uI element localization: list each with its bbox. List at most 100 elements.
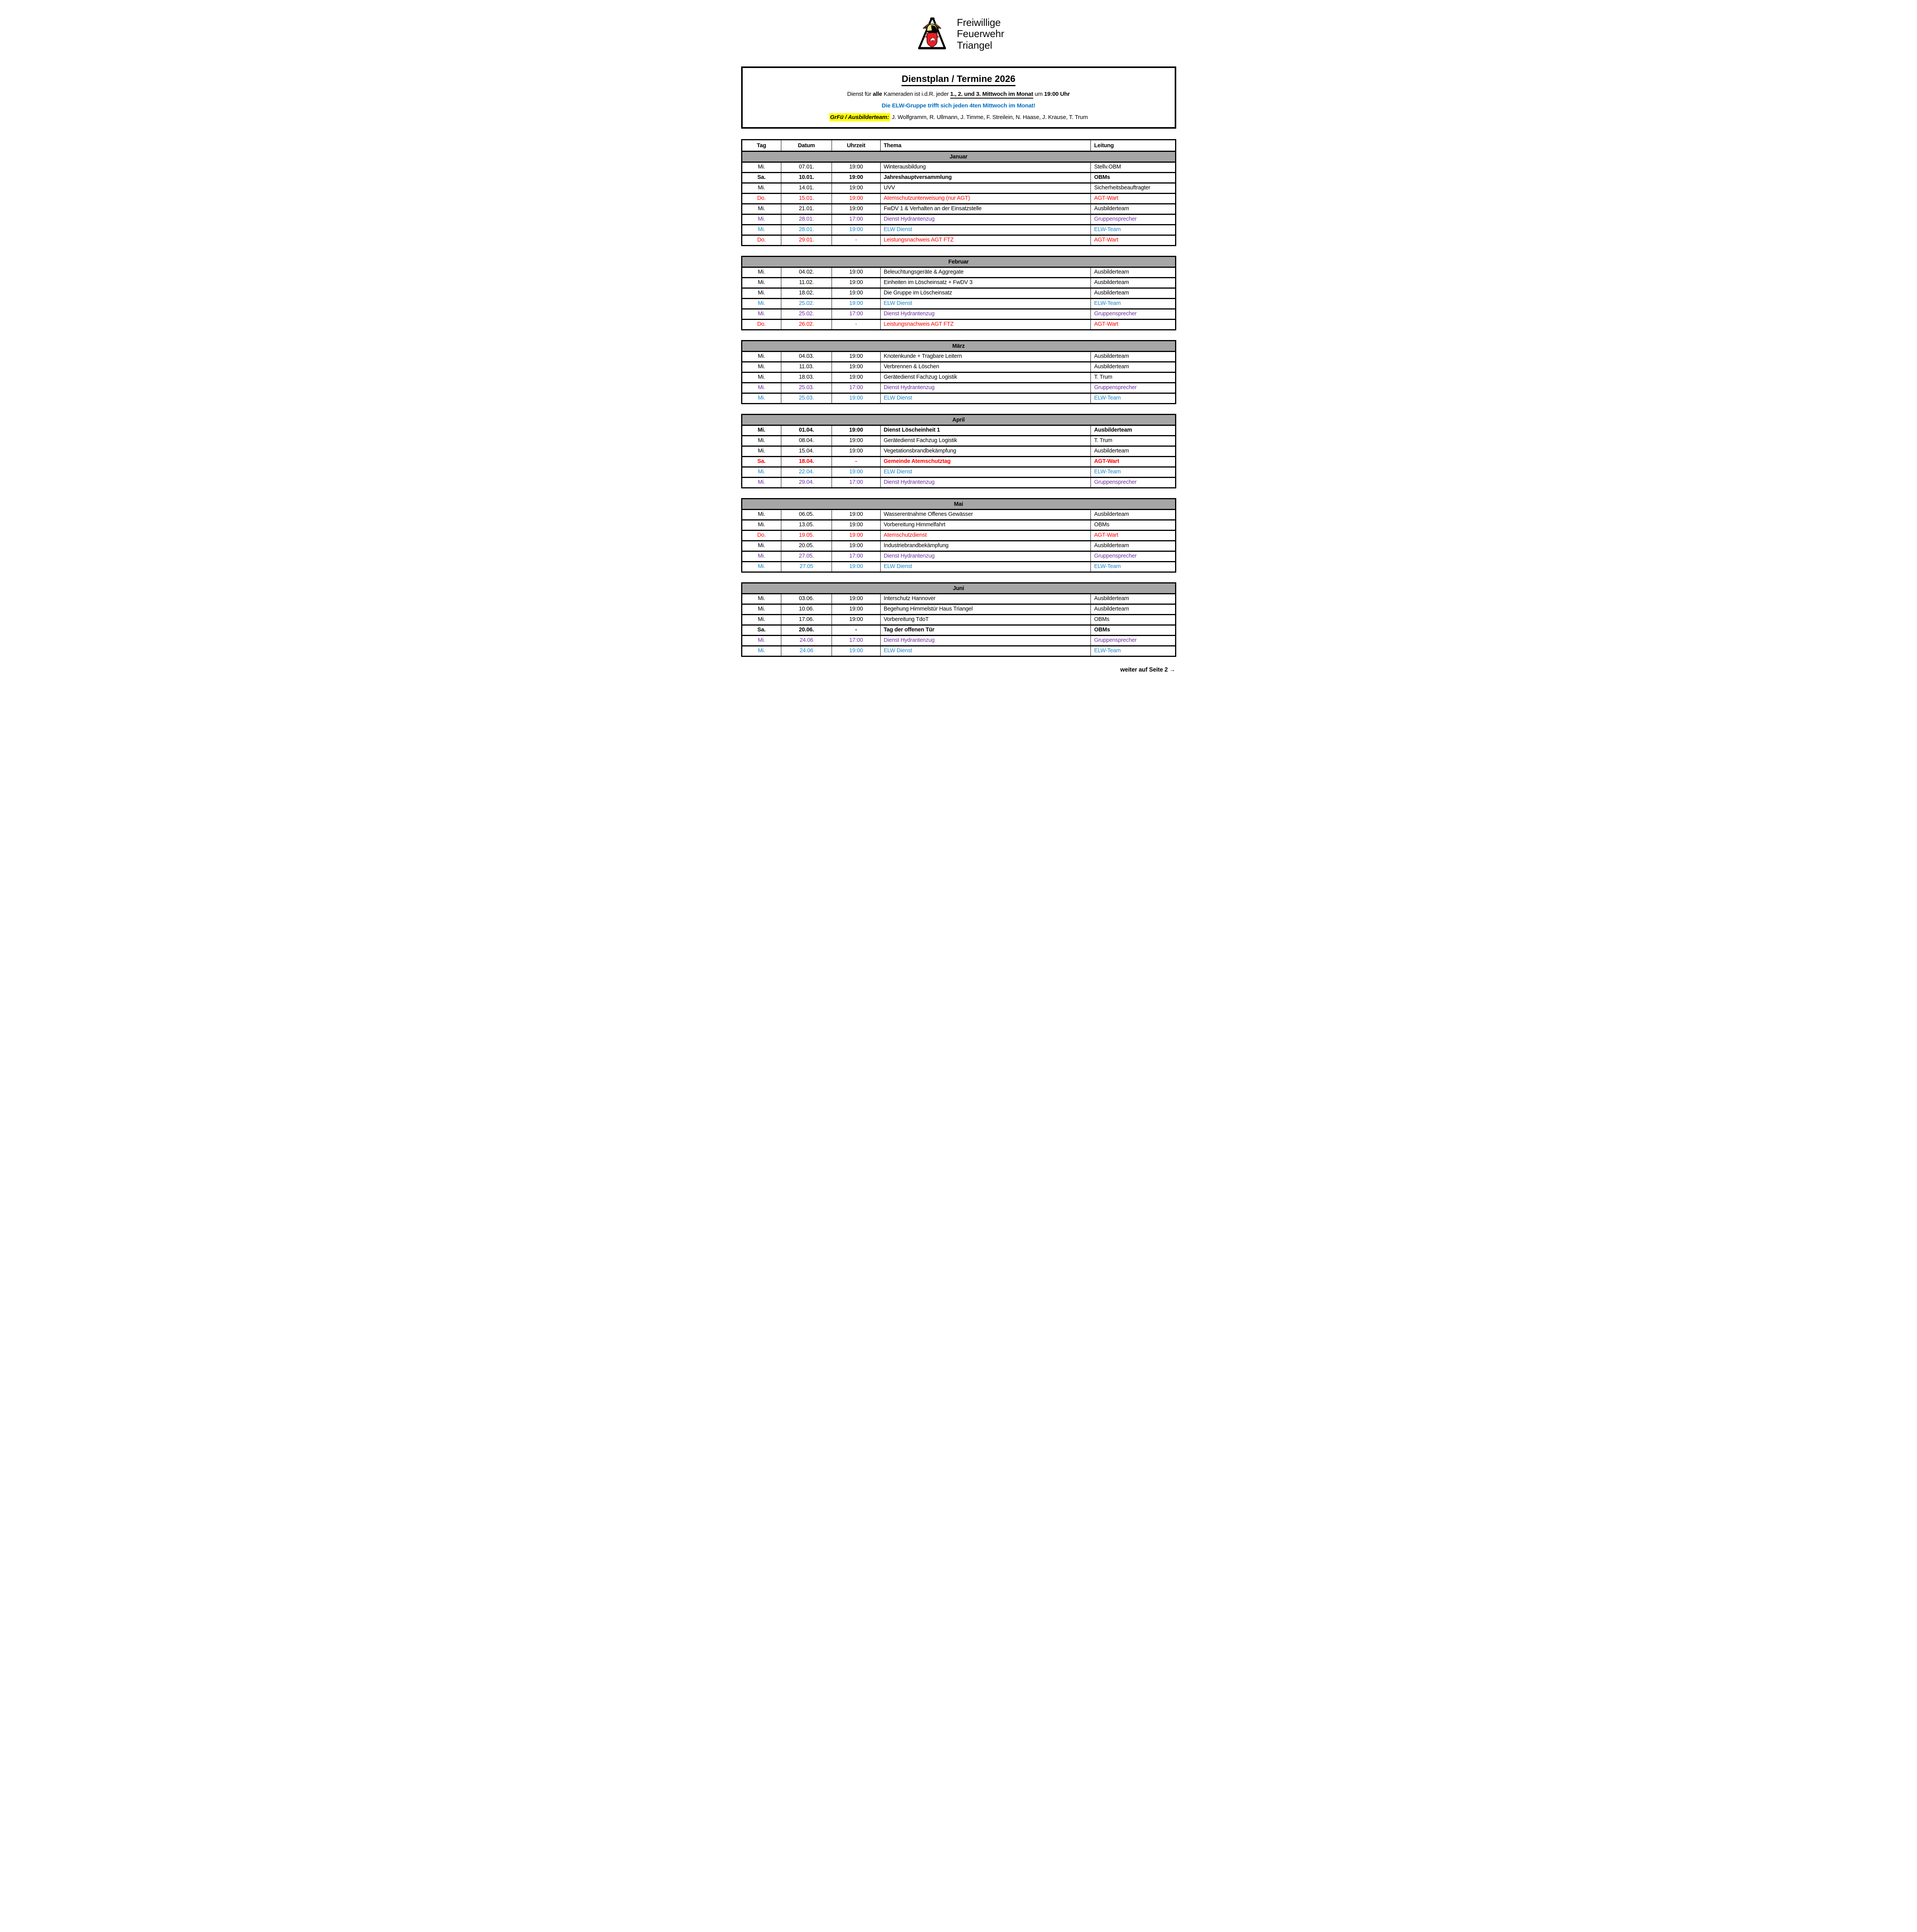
cell-uhrzeit: 19:00 bbox=[832, 593, 881, 605]
column-header-leitung: Leitung bbox=[1090, 139, 1176, 152]
cell-leitung: Ausbilderteam bbox=[1090, 604, 1176, 615]
cell-tag: Mi. bbox=[741, 466, 781, 478]
cell-uhrzeit: 17:00 bbox=[832, 635, 881, 646]
table-row: Do. 29.01. - Leistungsnachweis AGT FTZ A… bbox=[741, 235, 1176, 246]
table-row: Mi. 20.05. 19:00 Industriebrandbekämpfun… bbox=[741, 540, 1176, 552]
cell-datum: 29.04. bbox=[781, 477, 832, 488]
table-row: Mi. 17.06. 19:00 Vorbereitung TdoT OBMs bbox=[741, 614, 1176, 626]
subtitle-segment: 1., 2. und 3. Mittwoch im Monat bbox=[950, 91, 1033, 99]
cell-thema: Gerätedienst Fachzug Logistik bbox=[880, 372, 1091, 383]
cell-leitung: Gruppensprecher bbox=[1090, 382, 1176, 394]
month-table: März Mi. 04.03. 19:00 Knotenkunde + Trag… bbox=[741, 340, 1176, 404]
cell-thema: Dienst Löscheinheit 1 bbox=[880, 425, 1091, 436]
cell-tag: Mi. bbox=[741, 214, 781, 225]
cell-datum: 19.05. bbox=[781, 530, 832, 541]
fire-brigade-triangle-logo-icon bbox=[918, 17, 946, 49]
column-header-datum: Datum bbox=[781, 139, 832, 152]
cell-leitung: ELW-Team bbox=[1090, 561, 1176, 573]
continue-page-note: weiter auf Seite 2 → bbox=[1120, 667, 1175, 673]
month-table: Februar Mi. 04.02. 19:00 Beleuchtungsger… bbox=[741, 256, 1176, 330]
cell-thema: Vegetationsbrandbekämpfung bbox=[880, 446, 1091, 457]
month-band: März bbox=[741, 340, 1176, 352]
cell-datum: 13.05. bbox=[781, 519, 832, 531]
cell-uhrzeit: 19:00 bbox=[832, 446, 881, 457]
month-band: Mai bbox=[741, 498, 1176, 510]
cell-tag: Mi. bbox=[741, 361, 781, 373]
page-title-row: Dienstplan / Termine 2026 bbox=[747, 74, 1170, 86]
month-band: Juni bbox=[741, 582, 1176, 594]
table-row: Mi. 18.03. 19:00 Gerätedienst Fachzug Lo… bbox=[741, 372, 1176, 383]
cell-datum: 07.01. bbox=[781, 162, 832, 173]
table-row: Mi. 04.03. 19:00 Knotenkunde + Tragbare … bbox=[741, 351, 1176, 362]
cell-datum: 28.01. bbox=[781, 214, 832, 225]
cell-datum: 27.05 bbox=[781, 561, 832, 573]
cell-thema: Atemschutzdienst bbox=[880, 530, 1091, 541]
cell-tag: Mi. bbox=[741, 162, 781, 173]
cell-leitung: AGT-Wart bbox=[1090, 235, 1176, 246]
cell-uhrzeit: 19:00 bbox=[832, 193, 881, 204]
cell-thema: Dienst Hydrantenzug bbox=[880, 308, 1091, 320]
cell-datum: 20.05. bbox=[781, 540, 832, 552]
cell-leitung: Ausbilderteam bbox=[1090, 540, 1176, 552]
table-row: Mi. 25.03. 19:00 ELW Dienst ELW-Team bbox=[741, 393, 1176, 404]
cell-datum: 14.01. bbox=[781, 182, 832, 194]
cell-thema: ELW Dienst bbox=[880, 466, 1091, 478]
cell-datum: 08.04. bbox=[781, 435, 832, 447]
cell-thema: Dienst Hydrantenzug bbox=[880, 382, 1091, 394]
team-names: J. Wolfgramm, R. Ullmann, J. Timme, F. S… bbox=[890, 114, 1088, 121]
month-band: Januar bbox=[741, 151, 1176, 163]
logo-text-line2: Feuerwehr bbox=[957, 28, 1004, 40]
cell-thema: Die Gruppe im Löscheinsatz bbox=[880, 287, 1091, 299]
cell-tag: Mi. bbox=[741, 308, 781, 320]
cell-leitung: Gruppensprecher bbox=[1090, 551, 1176, 562]
cell-datum: 04.02. bbox=[781, 267, 832, 278]
cell-tag: Mi. bbox=[741, 287, 781, 299]
cell-uhrzeit: 19:00 bbox=[832, 162, 881, 173]
cell-tag: Do. bbox=[741, 193, 781, 204]
table-row: Mi. 25.03. 17:00 Dienst Hydrantenzug Gru… bbox=[741, 382, 1176, 394]
table-row: Do. 19.05. 19:00 Atemschutzdienst AGT-Wa… bbox=[741, 530, 1176, 541]
cell-leitung: Gruppensprecher bbox=[1090, 214, 1176, 225]
cell-datum: 18.03. bbox=[781, 372, 832, 383]
subtitle-segment: 19:00 Uhr bbox=[1044, 91, 1070, 97]
cell-leitung: Ausbilderteam bbox=[1090, 361, 1176, 373]
table-row: Mi. 14.01. 19:00 UVV Sicherheitsbeauftra… bbox=[741, 182, 1176, 194]
cell-thema: Verbrennen & Löschen bbox=[880, 361, 1091, 373]
cell-tag: Sa. bbox=[741, 624, 781, 636]
cell-uhrzeit: 19:00 bbox=[832, 466, 881, 478]
cell-leitung: Ausbilderteam bbox=[1090, 277, 1176, 289]
cell-tag: Mi. bbox=[741, 540, 781, 552]
elw-group-note: Die ELW-Gruppe trifft sich jeden 4ten Mi… bbox=[881, 102, 1036, 109]
table-row: Mi. 15.04. 19:00 Vegetationsbrandbekämpf… bbox=[741, 446, 1176, 457]
cell-tag: Sa. bbox=[741, 172, 781, 184]
cell-leitung: Ausbilderteam bbox=[1090, 425, 1176, 436]
column-header-thema: Thema bbox=[880, 139, 1091, 152]
column-header: Tag Datum Uhrzeit Thema Leitung bbox=[741, 139, 1176, 152]
cell-leitung: ELW-Team bbox=[1090, 645, 1176, 657]
cell-tag: Mi. bbox=[741, 593, 781, 605]
cell-leitung: AGT-Wart bbox=[1090, 456, 1176, 468]
cell-tag: Mi. bbox=[741, 267, 781, 278]
cell-uhrzeit: - bbox=[832, 235, 881, 246]
cell-uhrzeit: 19:00 bbox=[832, 604, 881, 615]
cell-uhrzeit: 19:00 bbox=[832, 509, 881, 520]
month-band-label: März bbox=[741, 340, 1176, 352]
cell-uhrzeit: 19:00 bbox=[832, 182, 881, 194]
logo-block: Freiwillige Feuerwehr Triangel bbox=[741, 15, 1176, 53]
month-table: Juni Mi. 03.06. 19:00 Interschutz Hannov… bbox=[741, 582, 1176, 657]
cell-tag: Mi. bbox=[741, 182, 781, 194]
column-header-row: Tag Datum Uhrzeit Thema Leitung bbox=[741, 139, 1176, 152]
month-band: Februar bbox=[741, 256, 1176, 268]
cell-datum: 24.06 bbox=[781, 645, 832, 657]
cell-datum: 01.04. bbox=[781, 425, 832, 436]
cell-leitung: OBMs bbox=[1090, 624, 1176, 636]
cell-uhrzeit: - bbox=[832, 319, 881, 330]
cell-leitung: Gruppensprecher bbox=[1090, 308, 1176, 320]
table-row: Mi. 01.04. 19:00 Dienst Löscheinheit 1 A… bbox=[741, 425, 1176, 436]
cell-uhrzeit: 19:00 bbox=[832, 267, 881, 278]
table-row: Mi. 22.04. 19:00 ELW Dienst ELW-Team bbox=[741, 466, 1176, 478]
cell-uhrzeit: 19:00 bbox=[832, 614, 881, 626]
cell-tag: Mi. bbox=[741, 372, 781, 383]
team-label-highlighted: GrFü / Ausbilderteam: bbox=[829, 113, 890, 121]
cell-leitung: ELW-Team bbox=[1090, 298, 1176, 310]
